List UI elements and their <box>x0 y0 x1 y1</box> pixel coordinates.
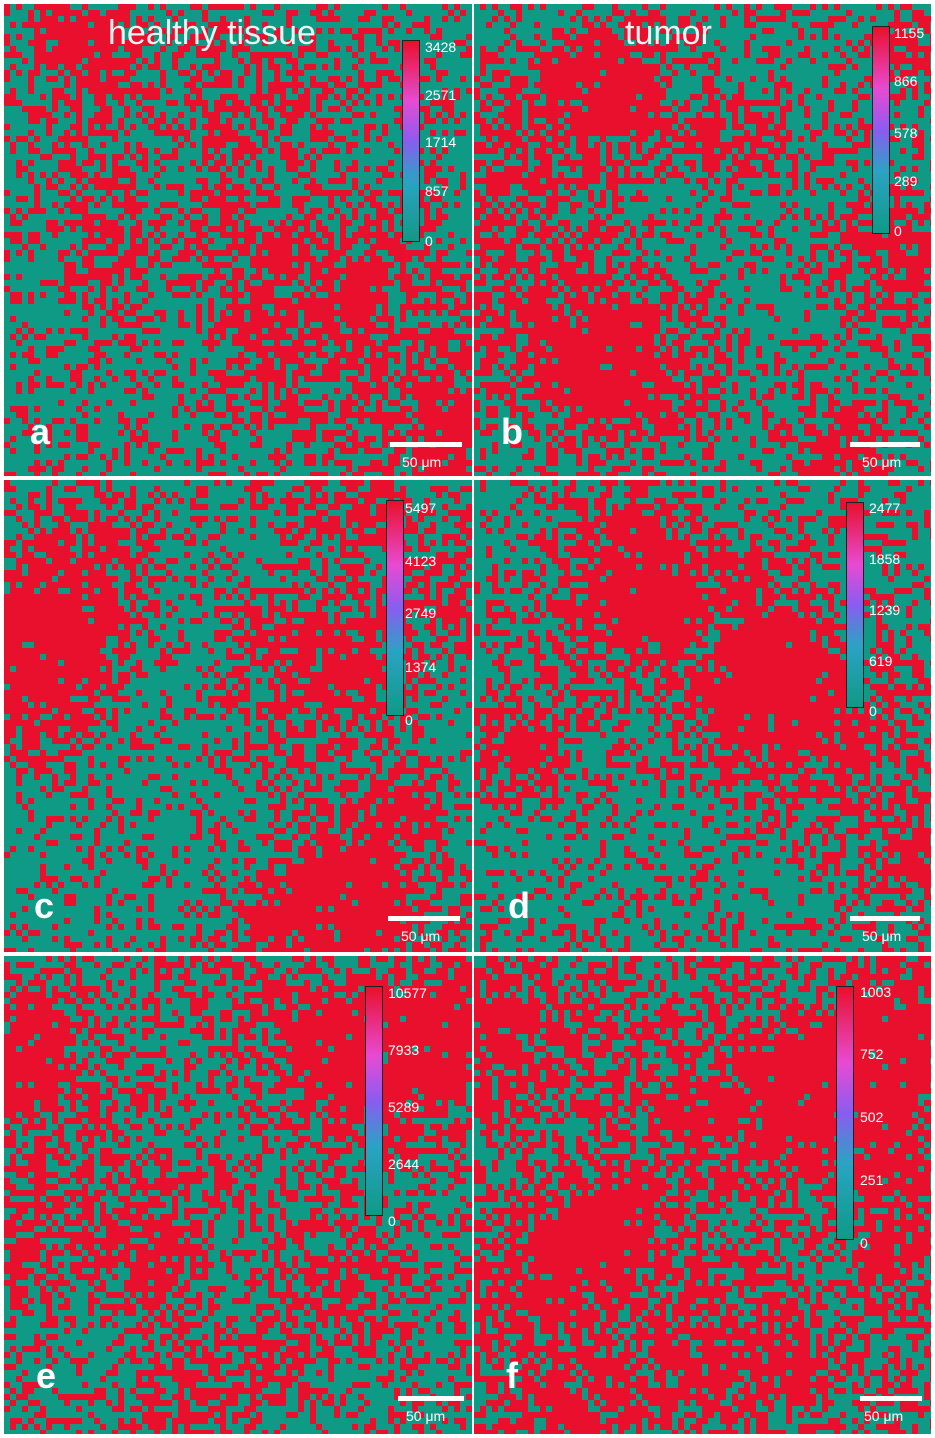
panel-a-image <box>4 4 472 476</box>
colorbar-e <box>365 986 383 1216</box>
colorbar-tick: 0 <box>405 712 413 728</box>
panel-f: 1003 752 502 251 0 f 50 μm <box>474 956 931 1434</box>
panel-label-d: d <box>508 885 530 926</box>
colorbar-tick: 2571 <box>425 87 457 103</box>
panel-e: 10577 7933 5289 2644 0 e 50 μm <box>4 956 472 1434</box>
panel-label-e: e <box>36 1355 57 1396</box>
colorbar-a <box>402 40 420 242</box>
colorbar-c <box>386 500 404 716</box>
colorbar-tick: 2477 <box>869 500 901 516</box>
colorbar-tick: 4123 <box>405 553 437 569</box>
scale-bar-c <box>388 916 460 921</box>
colorbar-tick: 502 <box>860 1109 884 1125</box>
colorbar-tick: 0 <box>894 223 902 239</box>
scale-bar-label: 50 μm <box>862 454 902 470</box>
panel-b-image <box>474 4 931 476</box>
colorbar-tick: 866 <box>894 73 918 89</box>
colorbar-tick: 0 <box>860 1235 868 1251</box>
panel-label-b: b <box>501 411 523 452</box>
tissue-signal <box>4 4 472 476</box>
colorbar-tick: 2749 <box>405 605 437 621</box>
column-title-healthy: healthy tissue <box>108 14 316 52</box>
colorbar-tick: 1239 <box>869 602 901 618</box>
colorbar-tick: 1003 <box>860 984 892 1000</box>
scale-bar-label: 50 μm <box>862 928 902 944</box>
panel-a: 3428 2571 1714 857 0 a 50 μm <box>4 4 472 476</box>
colorbar-tick: 0 <box>425 233 433 249</box>
scale-bar-b <box>850 442 920 447</box>
colorbar-b <box>872 26 890 234</box>
colorbar-tick: 619 <box>869 653 893 669</box>
colorbar-tick: 1714 <box>425 134 457 150</box>
scale-bar-f <box>860 1396 922 1401</box>
tissue-signal <box>474 956 931 1434</box>
tissue-signal <box>4 956 472 1434</box>
colorbar-tick: 1155 <box>894 25 925 41</box>
panel-d-image <box>474 480 931 952</box>
colorbar-tick: 1858 <box>869 551 901 567</box>
colorbar-tick: 251 <box>860 1172 884 1188</box>
panel-e-image <box>4 956 472 1434</box>
scale-bar-e <box>398 1396 464 1401</box>
panel-label-c: c <box>34 885 55 926</box>
panel-d: 2477 1858 1239 619 0 d 50 μm <box>474 480 931 952</box>
scale-bar-label: 50 μm <box>406 1408 446 1424</box>
colorbar-tick: 3428 <box>425 39 457 55</box>
panel-c: 5497 4123 2749 1374 0 c 50 μm <box>4 480 472 952</box>
colorbar-d <box>846 502 864 708</box>
colorbar-tick: 752 <box>860 1046 884 1062</box>
scale-bar-label: 50 μm <box>864 1408 904 1424</box>
colorbar-tick: 7933 <box>388 1042 420 1058</box>
column-title-tumor: tumor <box>625 14 712 52</box>
tissue-signal <box>474 480 931 952</box>
panel-label-a: a <box>30 411 51 452</box>
colorbar-tick: 578 <box>894 125 918 141</box>
colorbar-tick: 2644 <box>388 1156 420 1172</box>
scale-bar-a <box>390 442 462 447</box>
colorbar-tick: 289 <box>894 173 918 189</box>
colorbar-tick: 0 <box>388 1213 396 1229</box>
tissue-signal <box>474 4 931 476</box>
colorbar-tick: 5289 <box>388 1099 420 1115</box>
colorbar-tick: 0 <box>869 703 877 719</box>
colorbar-tick: 10577 <box>388 985 427 1001</box>
panel-label-f: f <box>506 1355 518 1396</box>
panel-c-image <box>4 480 472 952</box>
tissue-signal <box>4 480 472 952</box>
colorbar-tick: 857 <box>425 183 449 199</box>
panel-b: 1155 866 578 289 0 b 50 μm <box>474 4 931 476</box>
colorbar-f <box>836 986 854 1240</box>
colorbar-tick: 1374 <box>405 659 437 675</box>
scale-bar-label: 50 μm <box>401 928 441 944</box>
scale-bar-d <box>850 916 920 921</box>
colorbar-tick: 5497 <box>405 500 437 516</box>
panel-f-image <box>474 956 931 1434</box>
scale-bar-label: 50 μm <box>402 454 442 470</box>
